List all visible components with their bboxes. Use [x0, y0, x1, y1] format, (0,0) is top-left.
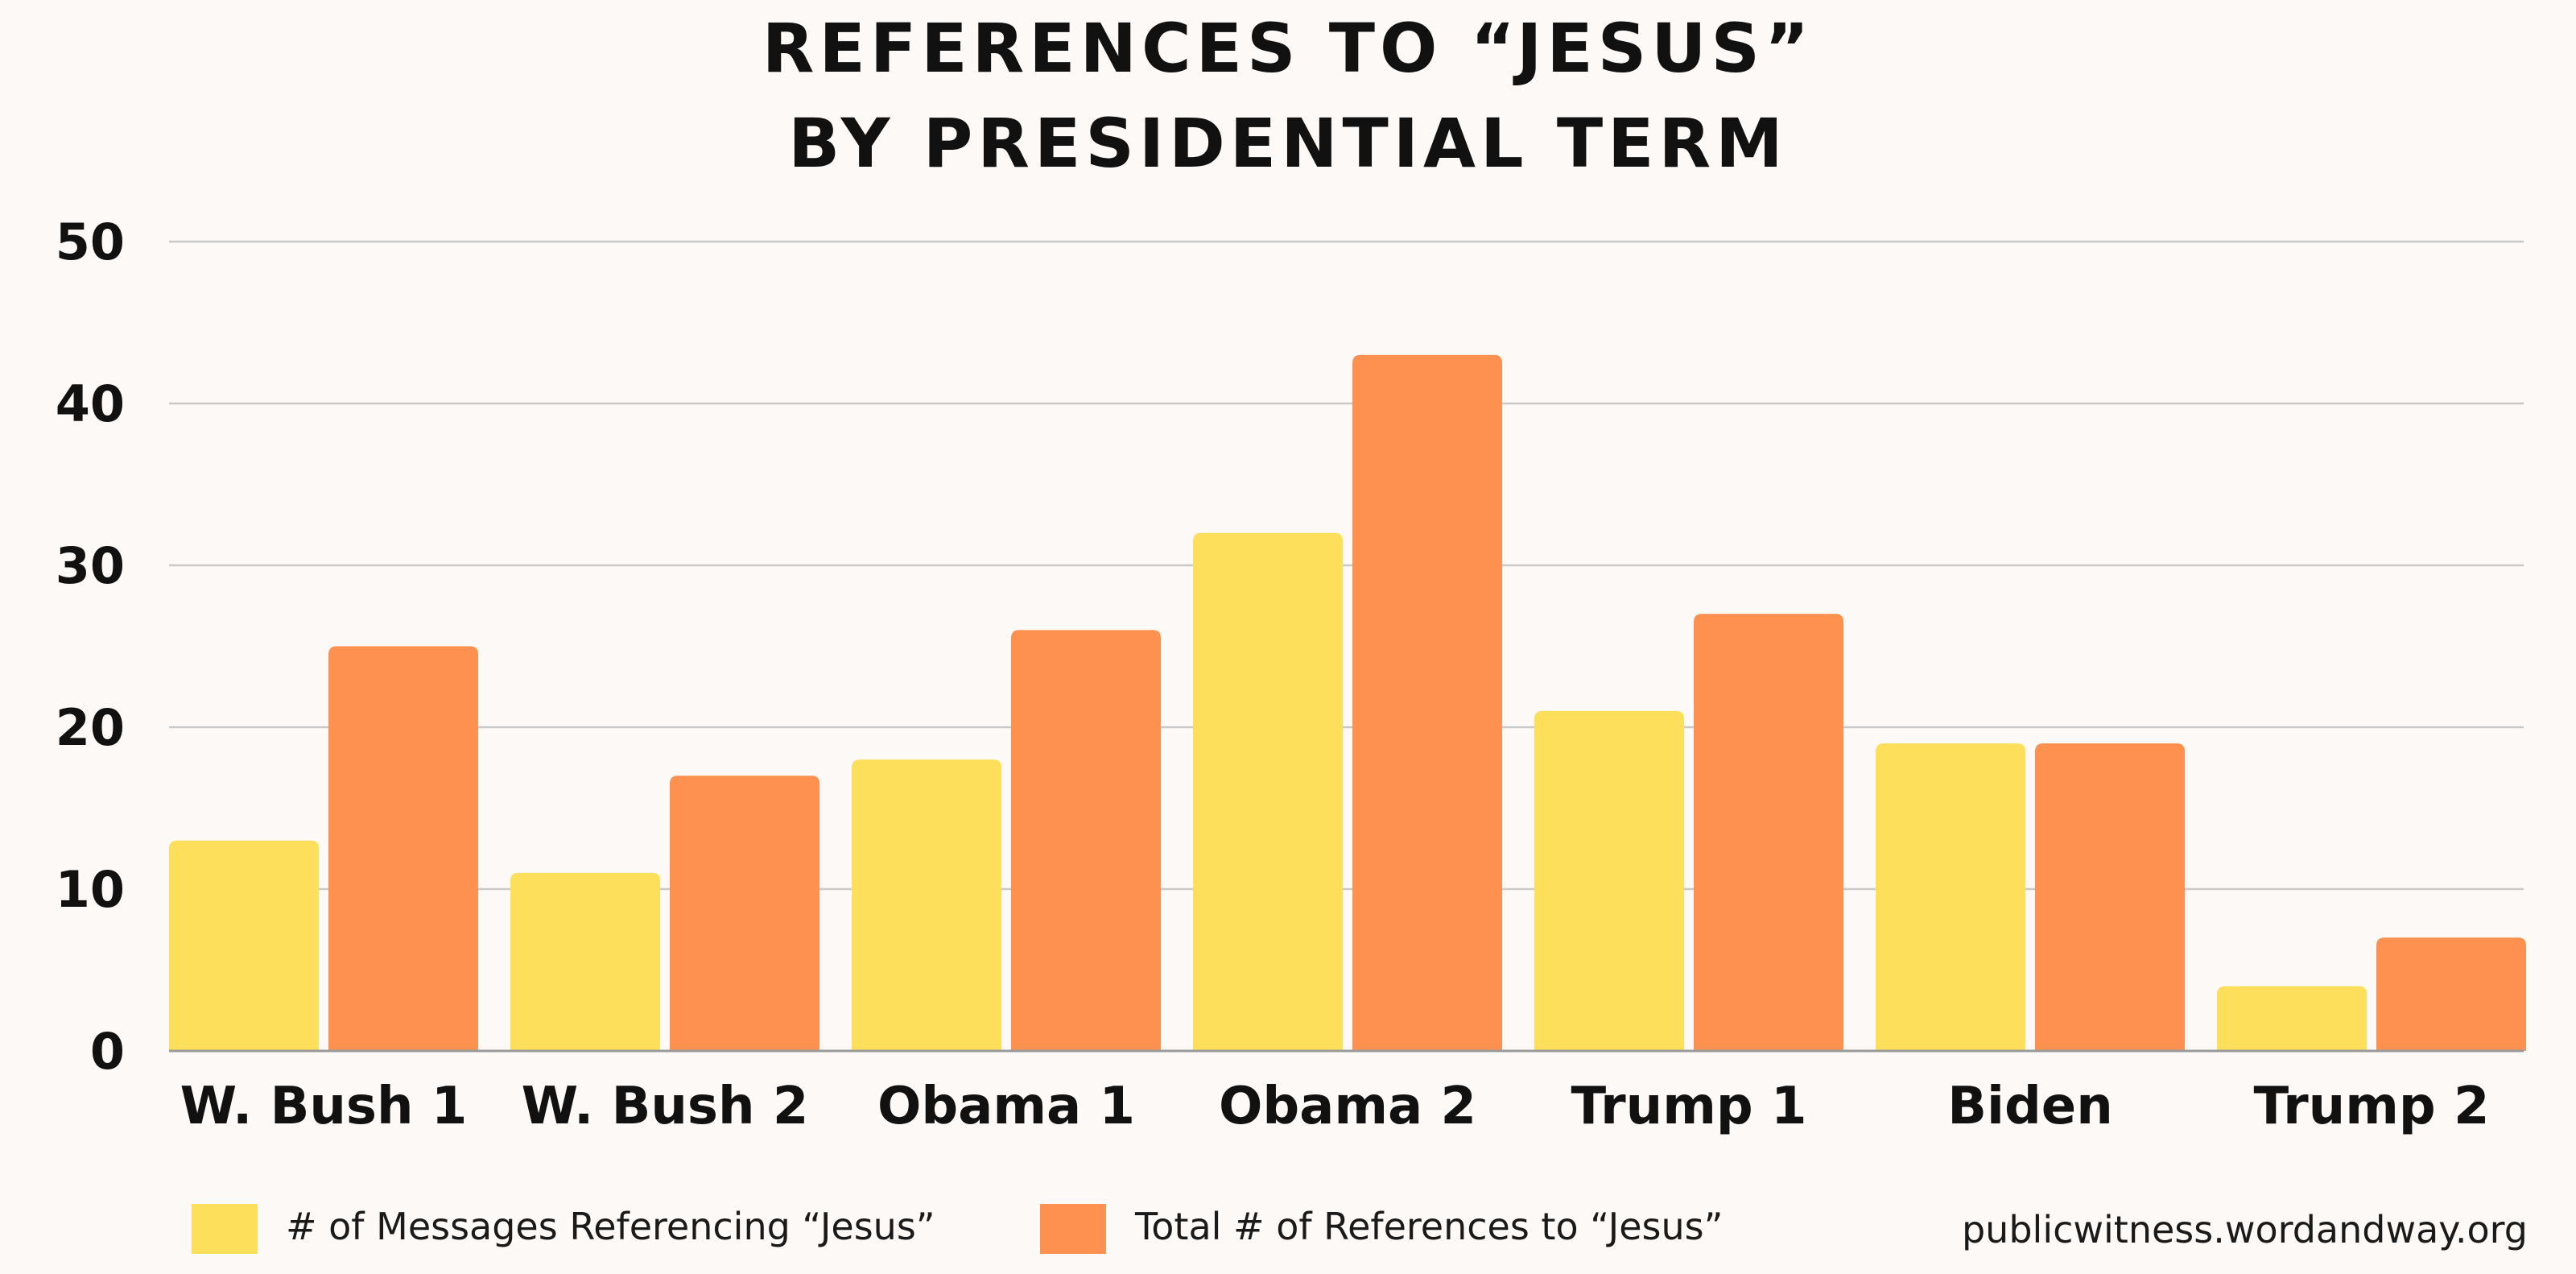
y-tick-label: 0 [90, 1022, 125, 1081]
y-tick-label: 40 [56, 374, 125, 433]
y-tick-label: 20 [56, 698, 125, 757]
bar-messages-w-bush-1 [169, 840, 319, 1051]
x-tick-label: W. Bush 1 [180, 1077, 468, 1136]
bar-references-biden [2035, 743, 2185, 1051]
bar-messages-trump-2 [2217, 986, 2367, 1051]
bar-messages-w-bush-2 [510, 872, 660, 1051]
y-tick-label: 50 [56, 213, 125, 271]
bar-references-obama-2 [1352, 354, 1502, 1051]
bar-messages-trump-1 [1534, 710, 1684, 1051]
bar-references-obama-1 [1011, 630, 1161, 1051]
chart-title-line-2: BY PRESIDENTIAL TERM [788, 104, 1788, 183]
x-tick-label: Biden [1947, 1077, 2113, 1136]
x-tick-label: W. Bush 2 [522, 1077, 809, 1136]
bar-messages-obama-1 [852, 759, 1001, 1051]
bar-references-trump-1 [1694, 614, 1843, 1051]
x-tick-label: Obama 1 [877, 1077, 1135, 1136]
legend-label-messages: # of Messages Referencing “Jesus” [286, 1205, 935, 1248]
chart-title-line-1: REFERENCES TO “JESUS” [762, 9, 1814, 88]
bar-references-trump-2 [2376, 937, 2526, 1051]
source-credit: publicwitness.wordandway.org [1961, 1208, 2528, 1251]
legend-swatch-messages [192, 1204, 258, 1254]
legend-label-references: Total # of References to “Jesus” [1135, 1205, 1724, 1248]
x-tick-label: Trump 2 [2253, 1077, 2489, 1136]
x-tick-label: Obama 2 [1219, 1077, 1476, 1136]
y-tick-label: 10 [56, 860, 125, 919]
bar-messages-obama-2 [1193, 532, 1343, 1051]
x-tick-label: Trump 1 [1571, 1077, 1806, 1136]
bar-references-w-bush-1 [328, 646, 478, 1051]
bar-messages-biden [1876, 743, 2025, 1051]
legend-swatch-references [1040, 1204, 1106, 1254]
y-tick-label: 30 [56, 536, 125, 595]
bar-references-w-bush-2 [670, 776, 819, 1051]
